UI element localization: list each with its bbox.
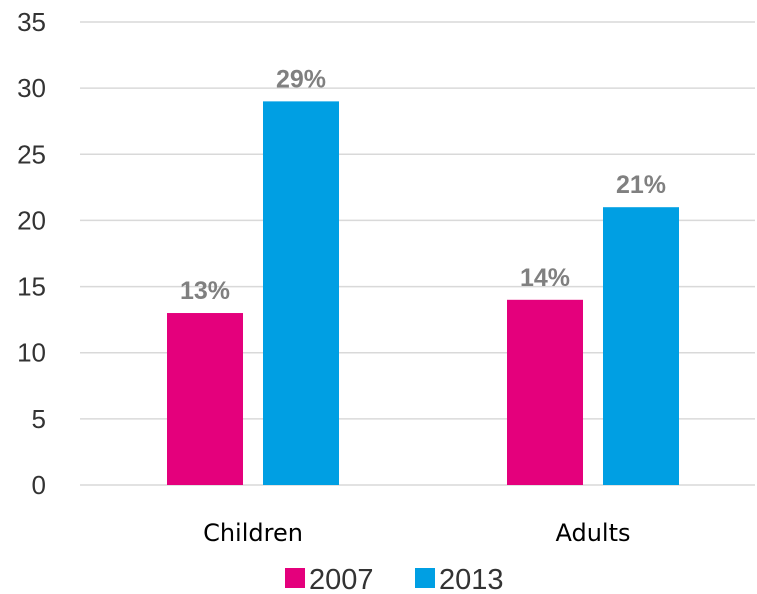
- y-tick-label: 20: [17, 205, 46, 235]
- x-category-label: Children: [203, 519, 303, 547]
- y-tick-label: 15: [17, 272, 46, 302]
- x-axis-categories: Children Adults: [203, 519, 630, 547]
- y-tick-label: 30: [17, 73, 46, 103]
- data-label: 14%: [520, 264, 570, 292]
- legend: 2007 2013: [285, 564, 504, 594]
- y-tick-label: 10: [17, 338, 46, 368]
- y-tick-label: 25: [17, 139, 46, 169]
- data-labels: 13% 29% 14% 21%: [180, 65, 666, 305]
- legend-swatch-2007: [285, 568, 305, 588]
- bar-2007-children: [167, 313, 243, 485]
- x-category-label: Adults: [555, 519, 630, 547]
- data-label: 21%: [616, 171, 666, 199]
- bars: [167, 101, 679, 485]
- y-tick-label: 5: [32, 404, 46, 434]
- y-tick-label: 35: [17, 7, 46, 37]
- y-tick-label: 0: [32, 470, 46, 500]
- legend-label: 2013: [439, 564, 504, 594]
- data-label: 13%: [180, 277, 230, 305]
- bar-2013-adults: [603, 207, 679, 485]
- bar-2007-adults: [507, 299, 583, 485]
- legend-label: 2007: [309, 564, 374, 594]
- legend-swatch-2013: [415, 568, 435, 588]
- y-axis-ticks: 0 5 10 15 20 25 30 35: [17, 7, 46, 500]
- data-label: 29%: [276, 65, 326, 93]
- bar-2013-children: [263, 101, 339, 485]
